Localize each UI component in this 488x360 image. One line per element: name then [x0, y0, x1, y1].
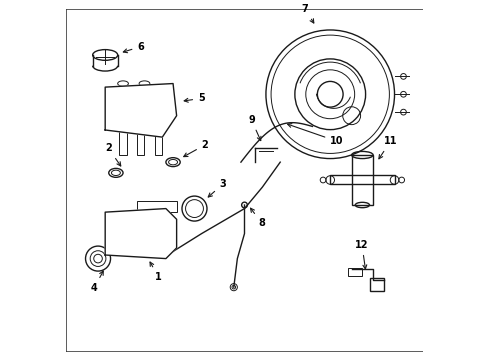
Text: 1: 1 — [150, 262, 162, 282]
Bar — [347, 267, 362, 276]
Polygon shape — [105, 208, 176, 258]
Text: 8: 8 — [250, 208, 265, 229]
Text: 11: 11 — [378, 136, 397, 159]
Polygon shape — [105, 84, 176, 137]
Circle shape — [153, 92, 157, 96]
Bar — [119, 130, 126, 155]
Bar — [369, 278, 383, 291]
Circle shape — [142, 92, 146, 96]
Bar — [329, 175, 394, 184]
Text: 5: 5 — [184, 93, 204, 103]
Bar — [137, 202, 176, 212]
Text: 10: 10 — [287, 123, 343, 146]
Text: 2: 2 — [105, 143, 121, 166]
Text: 12: 12 — [354, 240, 368, 269]
Text: 3: 3 — [208, 179, 226, 197]
Text: 9: 9 — [247, 115, 261, 141]
Bar — [137, 130, 144, 155]
Text: 7: 7 — [301, 4, 313, 23]
Bar — [351, 155, 372, 205]
Bar — [155, 130, 162, 155]
Text: 6: 6 — [123, 42, 144, 53]
Circle shape — [163, 92, 168, 96]
Text: 2: 2 — [183, 140, 208, 157]
Text: 4: 4 — [91, 271, 103, 293]
